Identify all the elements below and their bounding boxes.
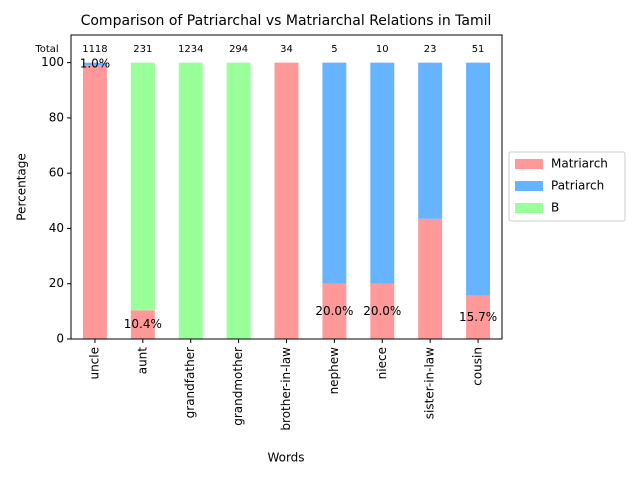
bar-segment <box>418 218 443 339</box>
bar-segment <box>418 62 443 219</box>
y-tick-label: 40 <box>49 221 64 235</box>
x-axis-label: Words <box>267 451 304 465</box>
legend-swatch <box>515 159 543 169</box>
bar-segment <box>130 310 155 339</box>
x-tick-label: grandmother <box>231 347 245 426</box>
legend-swatch <box>515 181 543 191</box>
data-label: 1.0% <box>80 57 111 71</box>
x-tick-label: brother-in-law <box>279 347 293 431</box>
plot-frame <box>70 34 503 340</box>
bar-segment <box>130 62 155 311</box>
bar-segment <box>466 295 491 339</box>
x-tick-label: sister-in-law <box>423 347 437 419</box>
total-value: 1234 <box>178 44 203 55</box>
x-tick-label: cousin <box>471 347 485 386</box>
legend-swatch <box>515 203 543 213</box>
total-value: 34 <box>280 44 293 55</box>
x-tick-label: niece <box>375 347 389 379</box>
legend-label: Patriarch <box>551 179 604 193</box>
data-label: 15.7% <box>459 310 497 324</box>
total-value: 294 <box>229 44 248 55</box>
y-tick-label: 80 <box>49 110 64 124</box>
total-value: 231 <box>133 44 152 55</box>
bar-segment <box>322 283 347 339</box>
bar-segment <box>370 283 395 339</box>
x-tick-label: uncle <box>87 347 101 380</box>
y-tick-label: 0 <box>56 332 64 346</box>
x-tick-label: grandfather <box>183 347 197 418</box>
legend-label: Matriarch <box>551 157 608 171</box>
data-label: 20.0% <box>363 304 401 318</box>
data-label: 10.4% <box>124 317 162 331</box>
y-tick-label: 60 <box>49 166 64 180</box>
legend-label: B <box>551 201 559 215</box>
total-label: Total <box>34 44 58 55</box>
bar-segment <box>466 62 491 296</box>
bar-segment <box>82 65 107 340</box>
y-tick-label: 100 <box>41 55 64 69</box>
total-value: 5 <box>331 44 337 55</box>
total-value: 10 <box>376 44 389 55</box>
bar-segment <box>178 62 203 340</box>
bar-segment <box>226 62 251 340</box>
chart-title: Comparison of Patriarchal vs Matriarchal… <box>81 13 492 29</box>
bar-segment <box>322 62 347 284</box>
x-tick-label: nephew <box>327 347 341 395</box>
data-label: 20.0% <box>315 304 353 318</box>
bar-segment <box>370 62 395 284</box>
x-tick-label: aunt <box>135 347 149 375</box>
bar-segment <box>274 62 299 340</box>
bar-segment <box>82 62 107 66</box>
total-value: 51 <box>472 44 485 55</box>
y-axis-label: Percentage <box>15 153 29 221</box>
total-value: 23 <box>424 44 437 55</box>
y-tick-label: 20 <box>49 276 64 290</box>
total-value: 1118 <box>82 44 107 55</box>
